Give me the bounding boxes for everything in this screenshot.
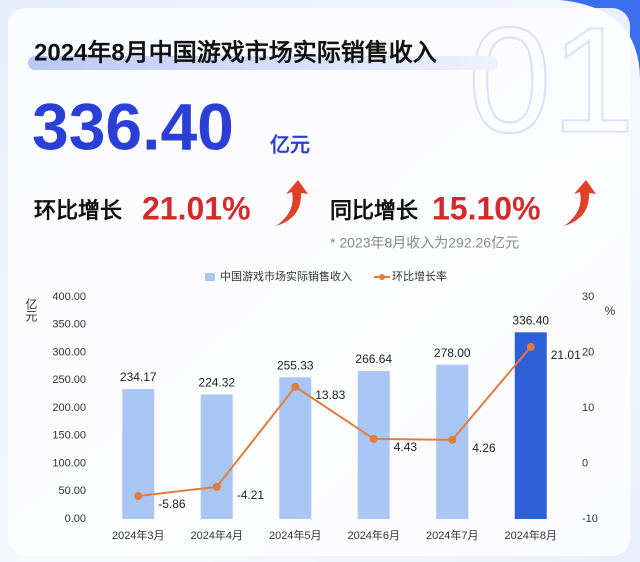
legend-label: 中国游戏市场实际销售收入 <box>220 269 352 283</box>
legend-label: 环比增长率 <box>392 269 447 283</box>
y-tick-label: 100.00 <box>52 457 86 469</box>
y2-axis-title: % <box>605 304 616 318</box>
y-tick-label: 350.00 <box>52 319 86 331</box>
line-point <box>526 342 535 351</box>
title-highlight <box>28 56 498 70</box>
line <box>138 346 532 498</box>
unit: 亿元 <box>270 132 310 156</box>
yoy-value: 15.10% <box>432 190 541 226</box>
x-tick-label: 2024年6月 <box>347 528 400 542</box>
watermark: 01 <box>468 0 635 164</box>
note: * 2023年8月收入为292.26亿元 <box>330 235 519 251</box>
line-value-label: -4.21 <box>237 488 265 502</box>
bar <box>514 332 547 519</box>
bar-value-label: 336.40 <box>512 313 549 327</box>
line-value-label: 4.26 <box>472 441 496 455</box>
y-tick-label: 250.00 <box>52 374 86 386</box>
bar <box>200 394 233 519</box>
title: 2024年8月中国游戏市场实际销售收入 <box>34 38 437 66</box>
x-tick-label: 2024年5月 <box>269 528 322 542</box>
x-tick-label: 2024年7月 <box>426 528 479 542</box>
x-tick-label: 2024年3月 <box>112 528 165 542</box>
line-value-label: -5.86 <box>158 497 186 511</box>
bar <box>357 371 390 519</box>
y-tick-label: 200.00 <box>52 402 86 414</box>
y-tick-label: 400.00 <box>52 291 86 303</box>
y-tick-label: 50.00 <box>58 485 86 497</box>
y2-tick-label: 10 <box>582 402 594 414</box>
y2-tick-label: -10 <box>582 513 598 525</box>
line-value-label: 4.43 <box>394 440 418 454</box>
mom-label: 环比增长 <box>34 198 123 223</box>
card <box>8 8 630 556</box>
big-number: 336.40 <box>32 89 234 163</box>
line-value-label: 21.01 <box>551 348 581 362</box>
mom-value: 21.01% <box>142 190 251 226</box>
y2-tick-label: 0 <box>582 457 588 469</box>
line-point <box>369 434 378 443</box>
y2-tick-label: 20 <box>582 346 594 358</box>
line-value-label: 13.83 <box>315 388 345 402</box>
y-tick-label: 150.00 <box>52 430 86 442</box>
up-arrow <box>564 180 596 226</box>
y-tick-label: 0.00 <box>65 513 86 525</box>
legend-swatch <box>205 273 215 281</box>
legend-swatch <box>379 274 385 280</box>
bar <box>279 377 312 519</box>
bar-value-label: 234.17 <box>120 370 157 384</box>
bar-value-label: 224.32 <box>198 376 235 390</box>
bar-value-label: 255.33 <box>277 358 314 372</box>
line-point <box>291 382 300 391</box>
line-point <box>448 435 457 444</box>
line-point <box>212 482 221 491</box>
x-tick-label: 2024年8月 <box>504 528 557 542</box>
line-point <box>134 492 143 501</box>
y-tick-label: 300.00 <box>52 346 86 358</box>
y2-tick-label: 30 <box>582 291 594 303</box>
bar-value-label: 266.64 <box>355 352 392 366</box>
bar-value-label: 278.00 <box>434 346 471 360</box>
y-axis-title: 亿元 <box>24 297 38 323</box>
yoy-label: 同比增长 <box>330 198 419 223</box>
x-tick-label: 2024年4月 <box>190 528 243 542</box>
up-arrow <box>276 180 308 226</box>
chart: 亿元 % 0.00 50.00 100.00 150.00 200.00 250.00 300.… <box>24 269 616 542</box>
